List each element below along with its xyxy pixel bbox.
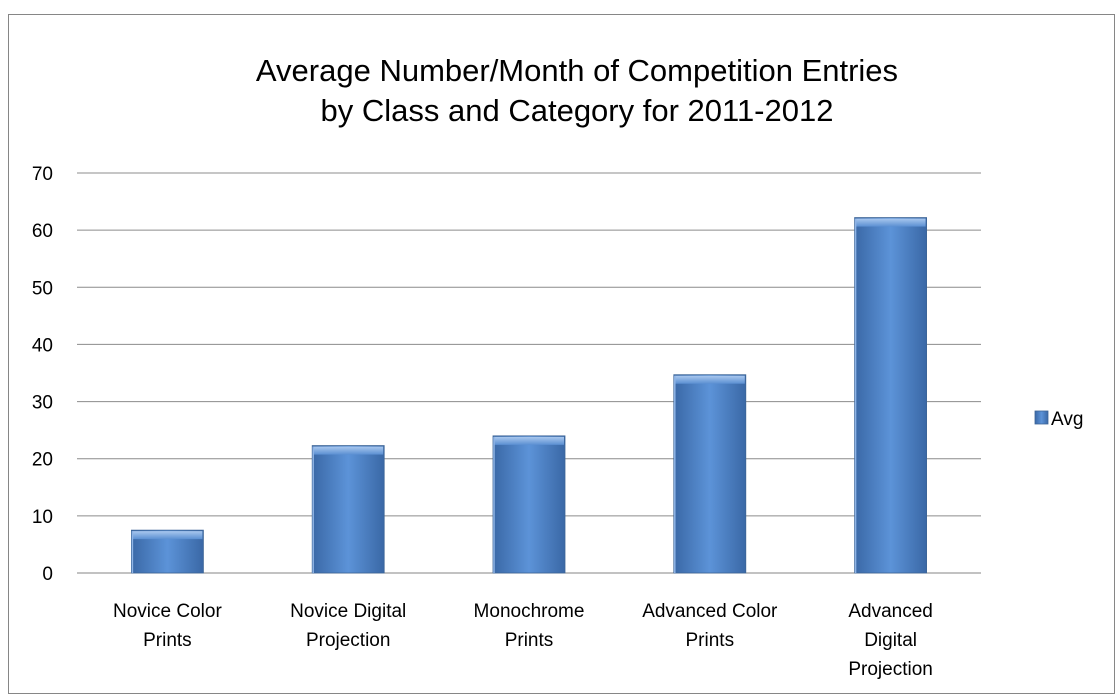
y-tick-label: 40 — [32, 335, 53, 356]
y-tick-label: 10 — [32, 507, 53, 528]
bars — [131, 217, 927, 574]
bar-top-bevel — [132, 531, 203, 540]
y-tick-label: 70 — [32, 164, 53, 185]
bar-top-bevel — [855, 218, 926, 227]
bar-top-bevel — [313, 446, 384, 455]
x-category-label: Projection — [848, 659, 933, 680]
y-axis-tick-labels: 0 10 20 30 40 50 60 70 — [32, 164, 53, 585]
y-tick-label: 30 — [32, 393, 53, 414]
x-category-label: Prints — [505, 630, 554, 651]
x-category-label: Novice Color — [113, 601, 222, 622]
y-tick-label: 60 — [32, 221, 53, 242]
chart-area: Average Number/Month of Competition Entr… — [8, 14, 1115, 694]
y-tick-label: 20 — [32, 450, 53, 471]
x-category-label: Advanced Color — [642, 601, 778, 622]
x-category-label: Monochrome — [474, 601, 585, 622]
x-category-label: Novice Digital — [290, 601, 406, 622]
bar-body — [492, 435, 566, 574]
bar — [492, 435, 566, 574]
x-category-label: Prints — [143, 630, 192, 651]
x-category-label: Prints — [686, 630, 735, 651]
bar — [311, 445, 385, 574]
x-category-label: Advanced — [848, 601, 933, 622]
legend-label: Avg — [1051, 409, 1083, 430]
x-axis-category-labels: Novice Color Prints Novice Digital Projecti… — [113, 601, 933, 680]
bar-body — [311, 445, 385, 574]
bar-body — [854, 217, 927, 574]
bar — [131, 529, 204, 574]
chart-title: Average Number/Month of Competition Entr… — [256, 53, 898, 128]
bar-top-bevel — [494, 436, 564, 445]
bar — [854, 217, 927, 574]
bar — [673, 374, 747, 574]
y-tick-label: 0 — [42, 564, 53, 585]
chart-title-line: Average Number/Month of Competition Entr… — [256, 53, 898, 88]
x-category-label: Projection — [306, 630, 391, 651]
legend-swatch — [1034, 410, 1049, 425]
chart-title-line: by Class and Category for 2011-2012 — [321, 93, 834, 128]
bar-body — [673, 374, 747, 574]
bar-top-bevel — [674, 375, 745, 384]
y-tick-label: 50 — [32, 278, 53, 299]
bar-chart: Average Number/Month of Competition Entr… — [32, 53, 1084, 680]
x-category-label: Digital — [864, 630, 917, 651]
legend: Avg — [1034, 409, 1083, 430]
